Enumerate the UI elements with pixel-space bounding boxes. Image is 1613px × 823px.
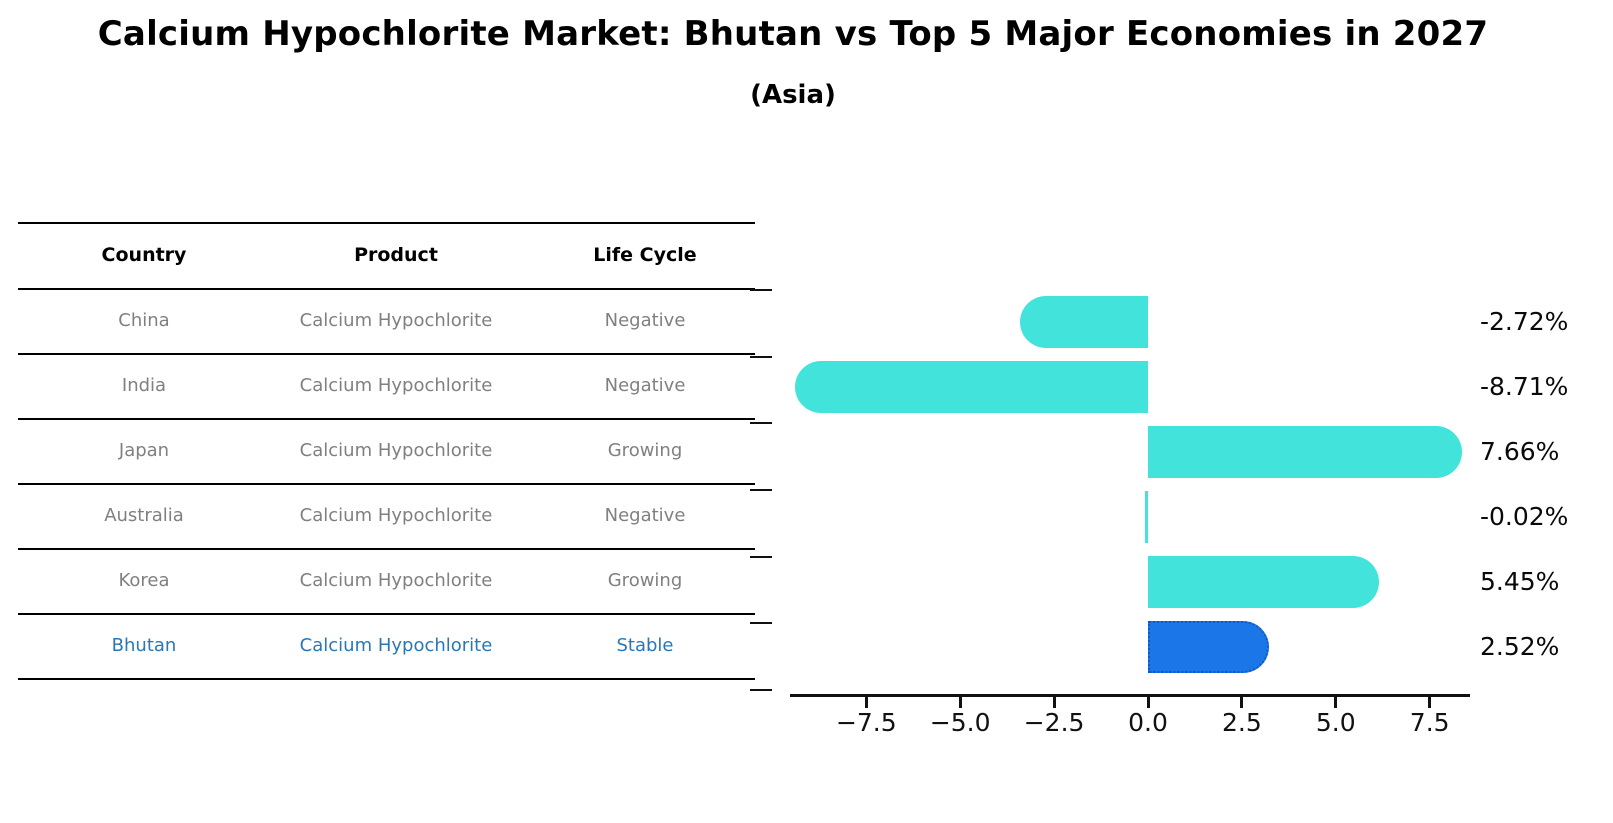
cell-product: Calcium Hypochlorite [299, 570, 493, 591]
x-axis-tick [864, 696, 868, 708]
x-axis-tick-label: 2.5 [1222, 708, 1262, 737]
bar-value-label: -0.02% [1480, 502, 1569, 531]
cell-life-cycle: Negative [604, 375, 686, 396]
cell-product: Calcium Hypochlorite [299, 635, 493, 656]
x-axis-tick [1428, 696, 1432, 708]
cell-life-cycle: Growing [607, 570, 683, 591]
cell-country: India [121, 375, 167, 396]
cell-life-cycle: Stable [616, 635, 674, 656]
x-axis-tick [1146, 696, 1150, 708]
x-axis-line [790, 694, 1470, 697]
page-subtitle: (Asia) [750, 80, 836, 110]
bar-china [1019, 296, 1148, 348]
x-axis-tick-label: 7.5 [1409, 708, 1450, 737]
x-axis-tick [1334, 696, 1338, 708]
y-axis-tick [750, 622, 772, 625]
x-axis-tick-label: −5.0 [929, 708, 991, 737]
bar-value-label: -2.72% [1480, 307, 1569, 336]
cell-country: China [118, 310, 170, 331]
column-header-life-cycle: Life Cycle [593, 244, 697, 266]
column-header-product: Product [354, 244, 438, 266]
cell-life-cycle: Negative [604, 505, 686, 526]
table-rule [18, 483, 755, 485]
x-axis-tick [1052, 696, 1056, 708]
table-rule [18, 418, 755, 420]
cell-product: Calcium Hypochlorite [299, 505, 493, 526]
table-rule [18, 288, 755, 290]
y-axis-tick [750, 355, 772, 358]
y-axis-tick [750, 555, 772, 558]
cell-life-cycle: Negative [604, 310, 686, 331]
cell-country: Korea [118, 570, 170, 591]
table-rule [18, 222, 755, 224]
bar-india [794, 361, 1148, 413]
cell-product: Calcium Hypochlorite [299, 375, 493, 396]
x-axis-tick [958, 696, 962, 708]
x-axis-tick-label: −2.5 [1023, 708, 1085, 737]
cell-country: Japan [118, 440, 170, 461]
x-axis-tick-label: 0.0 [1128, 708, 1168, 737]
cell-product: Calcium Hypochlorite [299, 310, 493, 331]
cell-life-cycle: Growing [607, 440, 683, 461]
y-axis-tick [750, 289, 772, 291]
cell-country: Australia [104, 505, 184, 526]
x-axis-tick-label: −7.5 [835, 708, 897, 737]
x-axis-tick-label: 5.0 [1315, 708, 1356, 737]
y-axis-tick [750, 689, 772, 691]
y-axis-tick [750, 422, 772, 425]
page-title: Calcium Hypochlorite Market: Bhutan vs T… [97, 14, 1489, 54]
cell-country: Bhutan [111, 635, 177, 656]
bar-japan [1148, 426, 1462, 478]
table-rule [18, 613, 755, 615]
bar-value-label: -8.71% [1480, 372, 1569, 401]
table-rule [18, 353, 755, 355]
bar-value-label: 7.66% [1480, 437, 1560, 466]
table-rule [18, 548, 755, 550]
cell-product: Calcium Hypochlorite [299, 440, 493, 461]
x-axis-tick [1240, 696, 1244, 708]
bar-value-label: 5.45% [1480, 567, 1560, 596]
y-axis-tick [750, 489, 772, 491]
table-rule [18, 678, 755, 680]
bar-korea [1148, 556, 1379, 608]
column-header-country: Country [101, 244, 187, 266]
bar-australia [1145, 491, 1148, 543]
bar-value-label: 2.52% [1480, 632, 1560, 661]
bar-bhutan [1148, 621, 1269, 673]
